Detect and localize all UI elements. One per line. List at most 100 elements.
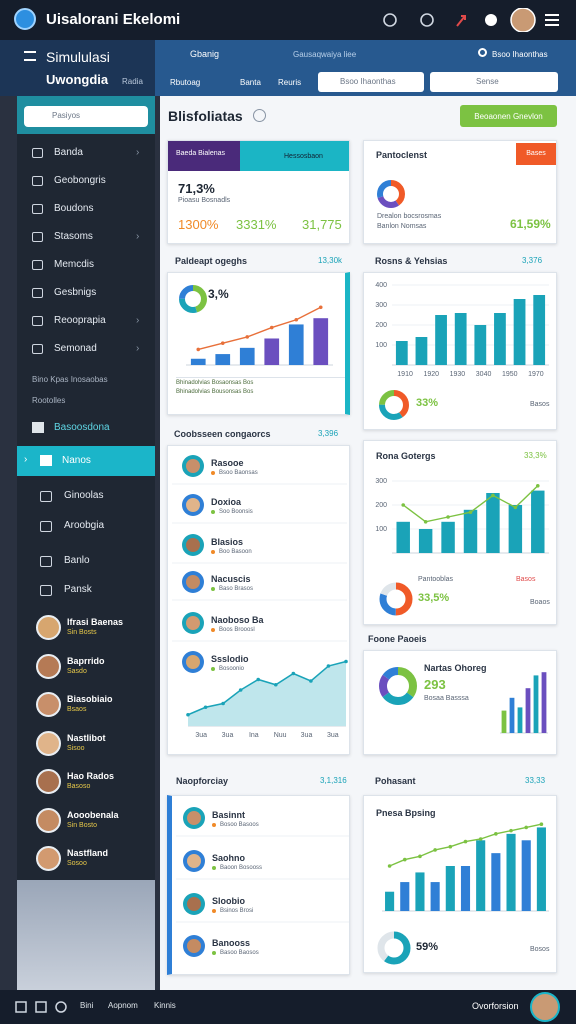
card-note: Basos xyxy=(530,401,550,408)
point xyxy=(539,822,544,827)
icon xyxy=(40,521,52,532)
row-name: Doxioa xyxy=(211,497,242,507)
toolbar-link[interactable]: Rbutoag xyxy=(170,78,201,87)
legend-row: Bhinadolvias Bosaonsas Bos xyxy=(176,377,345,386)
footer xyxy=(0,990,576,1024)
bar xyxy=(506,833,516,911)
chart-heading: Pnesa Bpsing xyxy=(376,808,436,818)
sidebar-item[interactable]: Memcdis xyxy=(54,259,95,270)
sidebar-item[interactable]: Reooprapia xyxy=(54,315,106,326)
point xyxy=(402,857,407,862)
point xyxy=(535,484,540,488)
sidebar-item[interactable]: Gesbnigs xyxy=(54,287,97,298)
footer-user[interactable]: Ovorforsion xyxy=(472,1001,519,1011)
footer-link[interactable]: Aopnom xyxy=(108,1001,138,1010)
sidebar-item[interactable]: Ginoolas xyxy=(64,490,104,501)
report-chart xyxy=(377,822,549,965)
row-note: Soo Boonsis xyxy=(219,509,253,515)
avatar[interactable] xyxy=(36,846,61,871)
icon[interactable] xyxy=(55,1001,67,1013)
toolbar-label: Bsoo Ihaonthas xyxy=(492,50,548,59)
app-title: Uisalorani Ekelomi xyxy=(46,11,181,28)
donut-segment xyxy=(179,285,207,313)
donut-segment xyxy=(377,180,405,208)
bar xyxy=(435,315,447,365)
tab[interactable]: Gbanig xyxy=(190,49,220,59)
point xyxy=(446,515,450,519)
sidebar-item[interactable]: Banda xyxy=(54,147,83,158)
donut-segment xyxy=(379,582,413,616)
point xyxy=(433,848,437,852)
stat: 31,775 xyxy=(302,217,342,232)
bar xyxy=(463,509,478,553)
avatar[interactable] xyxy=(36,730,61,756)
avatar[interactable] xyxy=(510,8,536,32)
avatar[interactable] xyxy=(36,807,61,833)
sidebar-item[interactable]: Semonad xyxy=(54,343,97,354)
bar xyxy=(415,337,428,365)
report-card: Pnesa Bpsing 59% Bosos xyxy=(363,795,557,973)
sidebar-item[interactable]: Aroobgia xyxy=(64,520,105,531)
bar xyxy=(509,697,515,733)
overview-value: 61,59% xyxy=(510,217,551,231)
brand-meta: Radia xyxy=(122,77,143,86)
sidebar-search[interactable]: Pasiyos xyxy=(24,106,148,127)
bar xyxy=(264,338,280,365)
bar xyxy=(288,324,304,365)
x-tick-label: 1930 xyxy=(450,371,466,378)
menu-icon[interactable] xyxy=(545,14,559,26)
info-icon[interactable] xyxy=(253,109,266,122)
footer-link[interactable]: Kinnis xyxy=(154,1001,176,1010)
sidebar-active[interactable]: Nanos xyxy=(62,455,91,466)
card-title: Naopforciay xyxy=(176,776,229,786)
bar xyxy=(486,493,500,553)
bar xyxy=(513,299,526,365)
icon xyxy=(478,48,487,57)
search-input[interactable]: Bsoo Ihaonthas xyxy=(318,72,424,92)
avatar[interactable] xyxy=(36,653,61,679)
people-card: Basinnt Bosoo Basoos Saohno Baoon Bosooss Sl… xyxy=(167,795,350,975)
y-tick-label: 200 xyxy=(375,322,387,329)
avatar-face xyxy=(187,939,201,953)
sidebar-item[interactable]: Pansk xyxy=(64,584,92,595)
person-name: Hao Rados xyxy=(67,771,115,781)
sidebar-item[interactable]: Stasoms xyxy=(54,231,93,242)
trend-card: 100 200 300 Rona Gotergs 33,3% Pantooblas … xyxy=(363,440,557,625)
contacts-graphic: 3ua 3ua Ina Nuu 3ua 3ua xyxy=(172,455,348,739)
point xyxy=(344,659,348,664)
bar xyxy=(460,866,471,911)
line xyxy=(389,823,542,867)
stat: 3331% xyxy=(236,217,277,232)
point xyxy=(524,825,529,830)
point xyxy=(196,347,201,352)
avatar[interactable] xyxy=(36,692,61,717)
toolbar-link[interactable]: Banta xyxy=(240,78,261,87)
point xyxy=(220,341,225,345)
avatar[interactable] xyxy=(36,615,61,640)
icon[interactable] xyxy=(420,13,434,27)
row-note: Bosoonio xyxy=(219,666,245,672)
footer-link[interactable]: Bini xyxy=(80,1001,94,1010)
donut-segment xyxy=(377,180,405,208)
bar xyxy=(313,318,329,365)
row-note: Boo Basoon xyxy=(219,549,252,555)
avatar-face xyxy=(186,538,200,552)
avatar[interactable] xyxy=(36,769,61,794)
card-title: Pantoclenst xyxy=(376,150,428,160)
icon[interactable] xyxy=(383,13,397,27)
sidebar-item[interactable]: Banlo xyxy=(64,555,90,566)
icon[interactable] xyxy=(15,1001,27,1013)
icon[interactable] xyxy=(485,14,497,26)
icon[interactable] xyxy=(456,15,466,27)
dropdown[interactable]: Gausaqwaiya liee xyxy=(293,50,357,59)
sidebar-item[interactable]: Boudons xyxy=(54,203,94,214)
primary-button[interactable]: Beoaonen Gnevlon xyxy=(460,105,557,127)
footer-avatar[interactable] xyxy=(530,992,560,1022)
sidebar-highlight[interactable]: Basoosdona xyxy=(54,422,110,433)
search-input[interactable]: Sense xyxy=(430,72,558,92)
chevron: › xyxy=(136,343,140,354)
point xyxy=(269,325,274,330)
icon[interactable] xyxy=(35,1001,47,1013)
toolbar-link[interactable]: Reuris xyxy=(278,78,302,87)
sidebar-item[interactable]: Geobongris xyxy=(54,175,106,186)
